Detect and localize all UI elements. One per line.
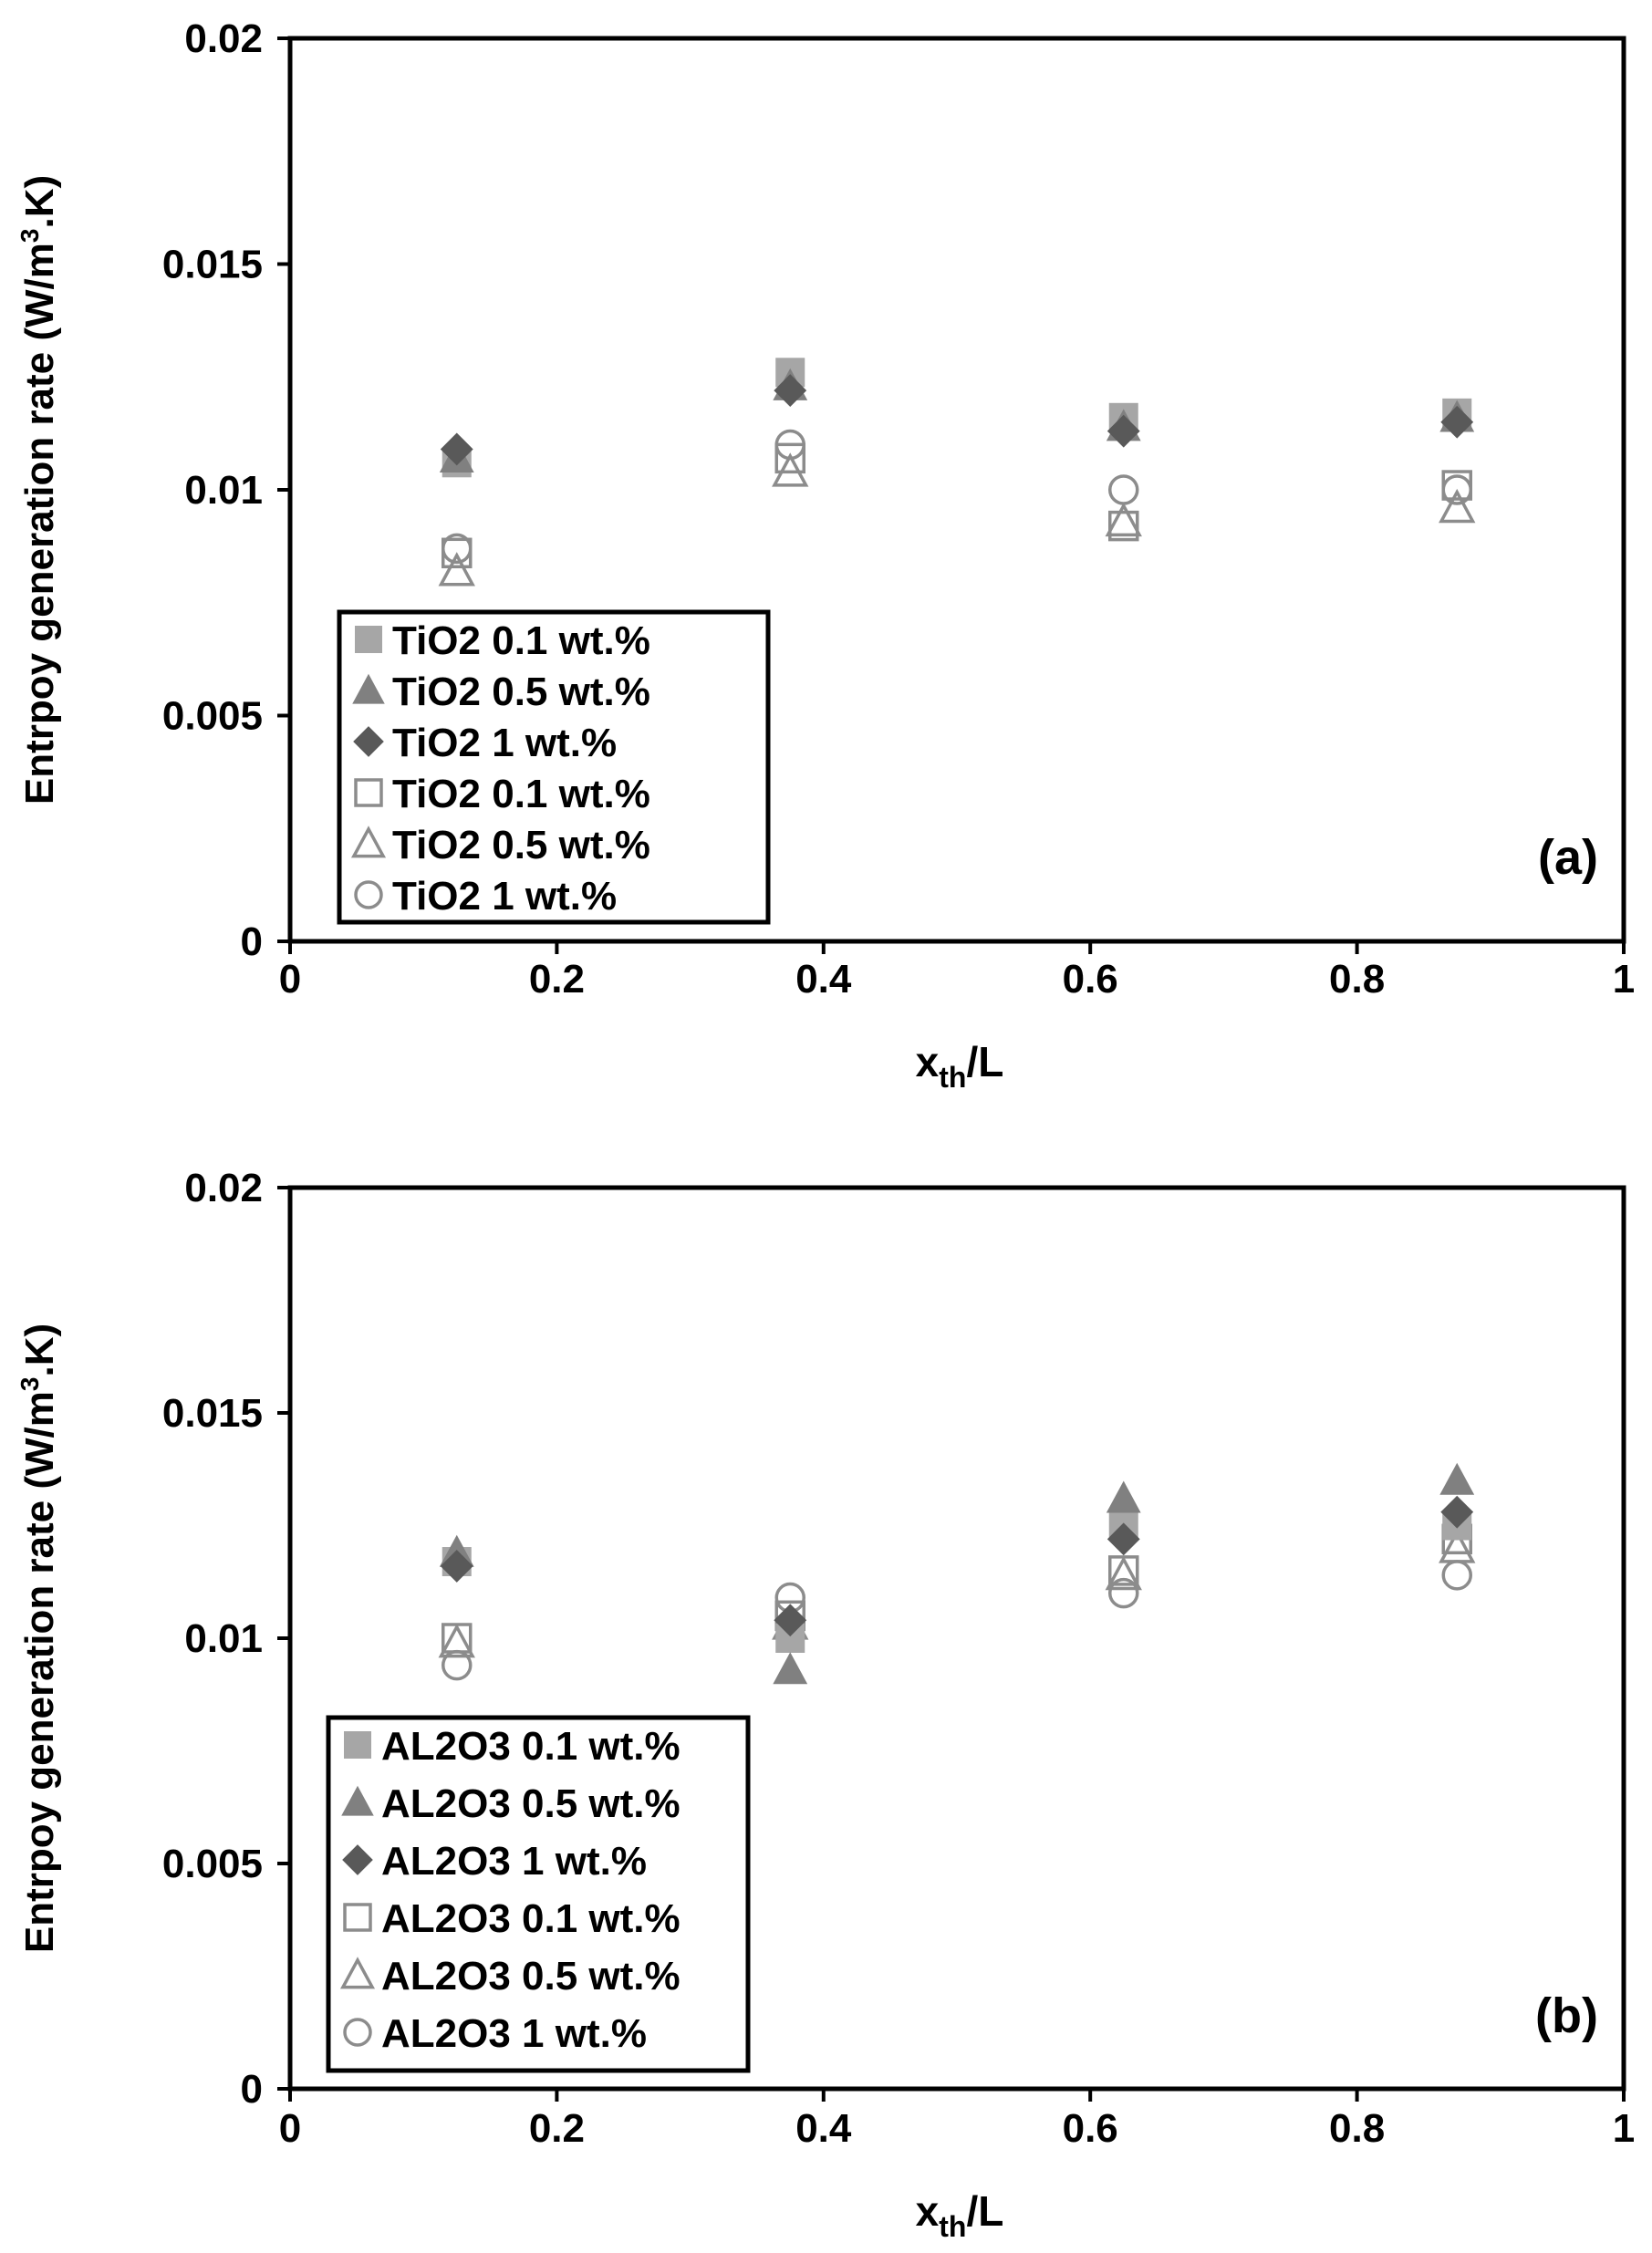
legend: TiO2 0.1 wt.% TiO2 0.5 wt.% TiO2 1 wt.% TiO… xyxy=(337,609,771,925)
legend-entry-label: AL2O3 1 wt.% xyxy=(381,2011,647,2056)
data-point-circle-hollow xyxy=(1441,474,1472,505)
chart-panel-b: 0 0.2 0.4 0.6 0.8 1 0 0.005 0.01 0.015 0.02 xth/L En… xyxy=(16,1166,1635,2243)
legend-marker-circle xyxy=(343,2018,372,2047)
legend-entry-label: AL2O3 0.5 wt.% xyxy=(381,1954,681,1999)
data-point-square-hollow xyxy=(774,442,805,474)
data-point-triangle-hollow xyxy=(438,552,475,587)
y-tick-label: 0.01 xyxy=(184,1616,263,1661)
legend-entry-label: TiO2 0.5 wt.% xyxy=(392,823,650,867)
y-tick-label: 0.02 xyxy=(184,16,263,61)
legend-box xyxy=(326,1715,751,2073)
chart-panel-a: 0 0.2 0.4 0.6 0.8 1 0 0.005 0.01 0.015 0.02 xth/L En… xyxy=(16,16,1635,1094)
data-point-circle-hollow xyxy=(774,429,805,461)
legend-entry-label: AL2O3 1 wt.% xyxy=(381,1839,647,1884)
x-axis-label-rest: /L xyxy=(966,2187,1003,2235)
legend-entry-label: TiO2 0.1 wt.% xyxy=(392,772,650,816)
legend-marker-circle xyxy=(354,880,383,909)
data-point-diamond-filled xyxy=(1107,414,1140,448)
y-tick-label: 0 xyxy=(241,919,263,964)
legend-entry-label: AL2O3 0.1 wt.% xyxy=(381,1724,681,1769)
legend-box xyxy=(337,609,771,925)
data-point-circle-hollow xyxy=(442,533,473,565)
data-point-circle-hollow xyxy=(1441,1560,1472,1591)
data-point-triangle-hollow xyxy=(1439,488,1476,524)
legend-entry-label: TiO2 1 wt.% xyxy=(392,874,617,919)
y-tick-label: 0.015 xyxy=(162,1391,263,1436)
data-point-triangle-filled xyxy=(773,1652,808,1685)
data-point-triangle-filled xyxy=(1439,1462,1475,1495)
panel-label: (a) xyxy=(1538,830,1598,885)
x-tick-label: 1 xyxy=(1613,2106,1635,2151)
data-point-diamond-filled xyxy=(774,374,807,408)
data-point-diamond-filled xyxy=(1107,1522,1140,1556)
x-axis-label-subscript: th xyxy=(939,1061,966,1094)
x-axis-label: xth/L xyxy=(916,1038,1004,1094)
x-tick-label: 0.8 xyxy=(1329,957,1385,1002)
legend-marker-square xyxy=(344,1731,371,1759)
x-tick-label: 0.8 xyxy=(1329,2106,1385,2151)
x-axis-label-main: x xyxy=(916,2187,940,2235)
y-axis-label-rest: .K) xyxy=(17,1324,62,1377)
x-axis-label-main: x xyxy=(916,1038,940,1085)
x-tick-label: 0.4 xyxy=(795,2106,852,2151)
x-tick-label: 0 xyxy=(279,957,301,1002)
y-tick-label: 0.005 xyxy=(162,694,263,739)
legend-marker-diamond xyxy=(353,726,384,757)
legend-marker-triangle xyxy=(352,673,385,704)
y-axis-label-main: Entrpoy generation rate (W/m xyxy=(17,243,62,805)
data-point-circle-hollow xyxy=(1108,474,1139,505)
x-axis-label: xth/L xyxy=(916,2187,1004,2243)
y-axis-label: Entrpoy generation rate (W/m3.K) xyxy=(16,1324,62,1953)
legend: AL2O3 0.1 wt.% AL2O3 0.5 wt.% AL2O3 1 wt.%… xyxy=(326,1715,751,2073)
y-tick-label: 0.01 xyxy=(184,468,263,513)
data-point-square-hollow xyxy=(1108,510,1139,542)
data-point-triangle-hollow xyxy=(1105,1555,1142,1591)
legend-marker-triangle xyxy=(350,825,387,858)
y-tick-label: 0.005 xyxy=(162,1842,263,1886)
data-point-circle-hollow xyxy=(442,1649,473,1681)
data-point-triangle-hollow xyxy=(772,452,809,487)
legend-marker-triangle xyxy=(341,1785,374,1816)
legend-entry-label: TiO2 1 wt.% xyxy=(392,721,617,765)
data-point-diamond-filled xyxy=(440,432,473,466)
x-tick-label: 0.6 xyxy=(1063,2106,1118,2151)
y-axis-label-main: Entrpoy generation rate (W/m xyxy=(17,1391,62,1953)
legend-marker-square xyxy=(343,1903,372,1932)
x-tick-label: 1 xyxy=(1613,957,1635,1002)
y-tick-label: 0.02 xyxy=(184,1166,263,1210)
legend-entry-label: TiO2 0.5 wt.% xyxy=(392,670,650,714)
x-tick-label: 0 xyxy=(279,2106,301,2151)
legend-entry-label: AL2O3 0.1 wt.% xyxy=(381,1896,681,1941)
legend-entry-label: TiO2 0.1 wt.% xyxy=(392,618,650,663)
data-point-circle-hollow xyxy=(1108,1577,1139,1609)
x-tick-label: 0.6 xyxy=(1063,957,1118,1002)
data-point-diamond-filled xyxy=(1440,1495,1474,1529)
data-point-triangle-hollow xyxy=(438,1624,475,1658)
legend-marker-diamond xyxy=(342,1844,373,1875)
legend-marker-triangle xyxy=(339,1957,376,1989)
y-axis-label: Entrpoy generation rate (W/m3.K) xyxy=(16,175,62,805)
panel-label: (b) xyxy=(1535,1988,1598,2043)
y-axis-label-rest: .K) xyxy=(17,175,62,229)
y-axis-label-superscript: 3 xyxy=(16,1377,44,1392)
x-tick-label: 0.2 xyxy=(529,2106,585,2151)
legend-entry-label: AL2O3 0.5 wt.% xyxy=(381,1781,681,1826)
x-tick-label: 0.4 xyxy=(795,957,852,1002)
x-axis-label-rest: /L xyxy=(966,1038,1003,1085)
y-tick-label: 0.015 xyxy=(162,243,263,287)
data-point-triangle-filled xyxy=(1106,1480,1141,1513)
y-tick-label: 0 xyxy=(241,2067,263,2112)
x-tick-label: 0.2 xyxy=(529,957,585,1002)
x-axis-label-subscript: th xyxy=(939,2210,966,2243)
data-point-triangle-hollow xyxy=(1105,502,1142,537)
legend-marker-square xyxy=(354,778,383,807)
data-point-diamond-filled xyxy=(1440,405,1474,439)
data-point-diamond-filled xyxy=(774,1604,807,1637)
data-point-diamond-filled xyxy=(440,1550,473,1583)
y-axis-label-superscript: 3 xyxy=(16,229,44,244)
legend-marker-square xyxy=(355,626,382,653)
